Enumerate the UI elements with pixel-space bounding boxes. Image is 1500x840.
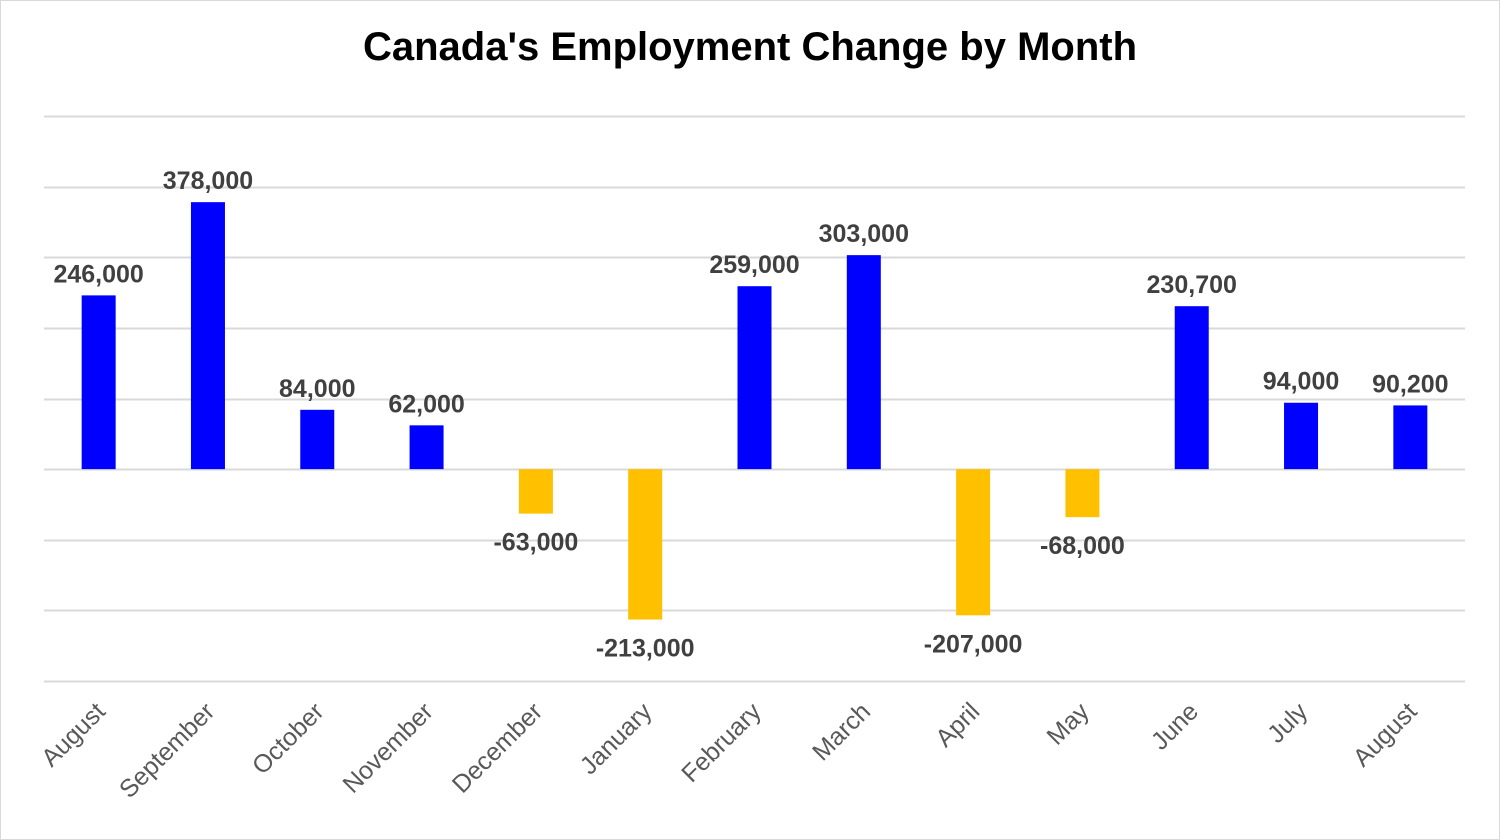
- bar-2: [300, 409, 335, 470]
- x-tick-label: March: [807, 697, 876, 766]
- bar-9: [1065, 469, 1100, 518]
- bar-6: [737, 286, 772, 470]
- data-label: 90,200: [1372, 370, 1448, 398]
- bar-7: [846, 255, 881, 470]
- data-label: 259,000: [709, 251, 799, 279]
- x-tick-label: January: [575, 697, 658, 780]
- data-label: -68,000: [1040, 532, 1125, 560]
- bar-8: [956, 469, 991, 616]
- x-tick-label: July: [1262, 697, 1314, 749]
- bars: [81, 202, 1428, 620]
- data-label: 94,000: [1263, 368, 1339, 396]
- data-label: 62,000: [388, 390, 464, 418]
- x-tick-label: February: [676, 697, 767, 788]
- x-tick-label: May: [1041, 697, 1095, 751]
- x-tick-label: December: [447, 697, 548, 798]
- x-tick-label: October: [247, 697, 330, 780]
- bar-11: [1284, 402, 1319, 470]
- bar-1: [190, 202, 225, 470]
- bar-5: [628, 469, 663, 620]
- data-label: 303,000: [819, 220, 909, 248]
- bar-0: [81, 295, 116, 470]
- chart-title: Canada's Employment Change by Month: [362, 25, 1138, 69]
- x-tick-label: June: [1146, 697, 1204, 755]
- data-label: 378,000: [163, 167, 253, 195]
- data-label: 246,000: [53, 260, 143, 288]
- data-label: 84,000: [279, 375, 355, 403]
- x-tick-label: August: [36, 697, 111, 772]
- data-label: 230,700: [1147, 271, 1237, 299]
- x-tick-label: August: [1348, 697, 1423, 772]
- bar-3: [409, 425, 444, 470]
- x-tick-label: April: [930, 697, 985, 752]
- data-label: -213,000: [596, 635, 695, 663]
- bar-4: [518, 469, 553, 514]
- bar-10: [1174, 306, 1209, 470]
- data-label: -207,000: [924, 630, 1023, 658]
- x-tick-label: September: [114, 697, 220, 803]
- x-axis-tick-labels: August September October November December Ja…: [36, 697, 1423, 804]
- data-labels: 246,000 378,000 84,000 62,000 -63,000 -213,00…: [53, 167, 1448, 662]
- data-label: -63,000: [493, 529, 578, 557]
- x-tick-label: November: [337, 697, 438, 798]
- bar-12: [1393, 405, 1428, 470]
